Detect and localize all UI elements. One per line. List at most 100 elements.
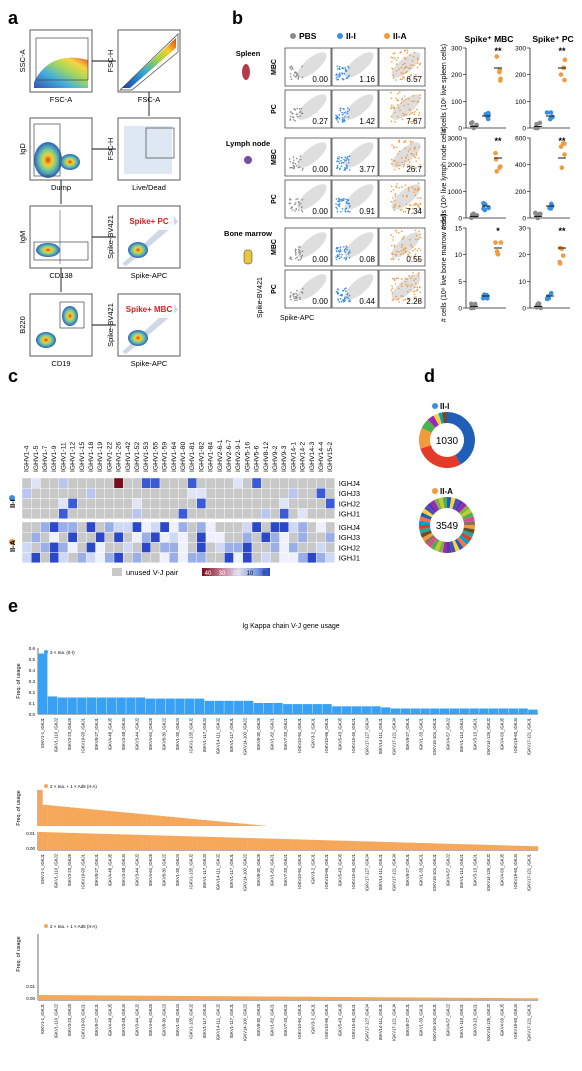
cell-dot	[400, 72, 403, 74]
e2-category-label: IGKV5-43_IGKJ5	[337, 853, 342, 886]
cell-dot	[299, 253, 301, 256]
e2-category-label: IGKV14-100_IGKJ2	[243, 853, 248, 891]
e3-bar	[447, 997, 452, 1000]
donut-segment	[430, 500, 440, 512]
donut-segment	[454, 500, 464, 512]
cell-dot	[301, 211, 304, 213]
e2-bar-lower	[210, 836, 216, 850]
cell-dot	[419, 291, 421, 293]
cell-dot	[413, 113, 416, 116]
donut-segment	[460, 532, 472, 542]
e1-category-label: IGKV1-110_IGKJ2	[54, 717, 59, 752]
heatmap-cell	[242, 532, 253, 543]
e3-category-label: IGKV10-96_IGKJ1	[324, 1003, 329, 1038]
e2-bar-lower	[133, 834, 139, 850]
e2-bar-upper	[206, 820, 211, 826]
cell-dot	[404, 113, 406, 116]
gate-frequency: 0.00	[312, 165, 328, 174]
cell-dot	[393, 145, 395, 148]
cell-dot	[396, 298, 398, 301]
e1-category-label: IGKV8-27_IGKJ1	[405, 717, 410, 750]
heatmap-cell	[159, 488, 170, 499]
cell-dot	[397, 277, 399, 279]
cell-dot	[339, 107, 341, 110]
e1-category-label: IGKV4-57_IGKJ2	[445, 717, 450, 750]
cell-dot	[292, 156, 295, 158]
cell-dot	[293, 297, 296, 300]
density-blob	[62, 306, 78, 326]
heatmap-cell	[270, 498, 280, 509]
donut-segment	[442, 541, 447, 553]
cell-dot	[393, 159, 395, 162]
cell-dot	[297, 75, 300, 77]
e2-bar-upper	[201, 819, 207, 826]
e3-category-label: IGKV5-43_IGKJ5	[337, 1003, 342, 1036]
cell-dot	[419, 233, 421, 236]
heatmap-cell	[187, 498, 198, 509]
cell-dot	[344, 247, 347, 250]
heatmap-cell	[113, 542, 124, 553]
e2-category-label: IGKV3-48_IGKJ4	[121, 853, 126, 886]
cell-dot	[419, 236, 422, 239]
cell-dot	[337, 255, 340, 257]
heatmap-cell	[251, 508, 262, 520]
e2-bar-lower	[201, 836, 207, 850]
flow-y-axis-label: IgD	[18, 143, 27, 155]
e3-bar	[101, 995, 107, 1000]
e1-category-label: IGKV1-110_IGKJ1	[459, 717, 464, 752]
heatmap-cell	[150, 508, 161, 520]
cell-dot	[391, 61, 393, 63]
heatmap-cell	[187, 488, 198, 499]
heatmap-cell	[168, 477, 179, 489]
cell-dot	[336, 119, 338, 121]
cell-dot	[415, 73, 417, 76]
cell-dot	[349, 210, 351, 213]
e1-category-label: IGKV17-121_IGKJ4	[391, 717, 396, 755]
background-population	[344, 94, 374, 120]
panel-b-letter: b	[232, 8, 243, 28]
gate-box	[59, 301, 85, 329]
cell-dot	[408, 113, 411, 116]
cell-dot	[291, 66, 294, 69]
cell-dot	[335, 290, 338, 293]
e3-bar	[438, 997, 443, 1000]
quant-point	[560, 253, 566, 258]
e3-bar	[424, 997, 430, 1000]
cell-dot	[390, 185, 393, 188]
cell-dot	[337, 298, 339, 300]
density-blob	[60, 154, 80, 170]
cell-dot	[290, 65, 293, 68]
e2-category-label: IGKV10-94_IGKJ1	[297, 853, 302, 888]
cell-dot	[398, 258, 400, 261]
e2-bar-lower	[60, 832, 66, 850]
cell-dot	[404, 147, 407, 150]
cell-dot	[338, 155, 340, 158]
cell-dot	[340, 300, 343, 303]
cell-dot	[393, 279, 396, 282]
e2-category-label: IGKV8-30_IGKJ5	[256, 853, 261, 886]
e1-category-label: IGKV17-127_IGKJ4	[364, 717, 369, 755]
cell-dot	[414, 156, 417, 159]
cell-dot	[337, 247, 339, 249]
cell-dot	[403, 57, 406, 59]
e1-bar	[185, 698, 195, 714]
cell-dot	[294, 163, 297, 165]
cell-dot	[336, 246, 338, 249]
cell-dot	[397, 161, 399, 164]
cell-dot	[294, 250, 297, 252]
e3-bar	[156, 995, 161, 1000]
heatmap-cell	[316, 542, 326, 553]
e3-bar	[160, 995, 166, 1000]
gate-box	[145, 127, 175, 159]
cell-dot	[404, 298, 407, 301]
cell-dot	[343, 72, 346, 75]
cell-dot	[406, 154, 409, 157]
cell-dot	[344, 299, 346, 302]
quant-point	[494, 169, 500, 174]
cell-dot	[336, 166, 339, 169]
cell-dot	[395, 231, 398, 233]
quant-tick-label: 0	[458, 306, 462, 313]
cell-dot	[342, 290, 344, 292]
ighv-label: IGHV1-80	[180, 442, 187, 472]
e3-bar	[397, 997, 402, 1000]
